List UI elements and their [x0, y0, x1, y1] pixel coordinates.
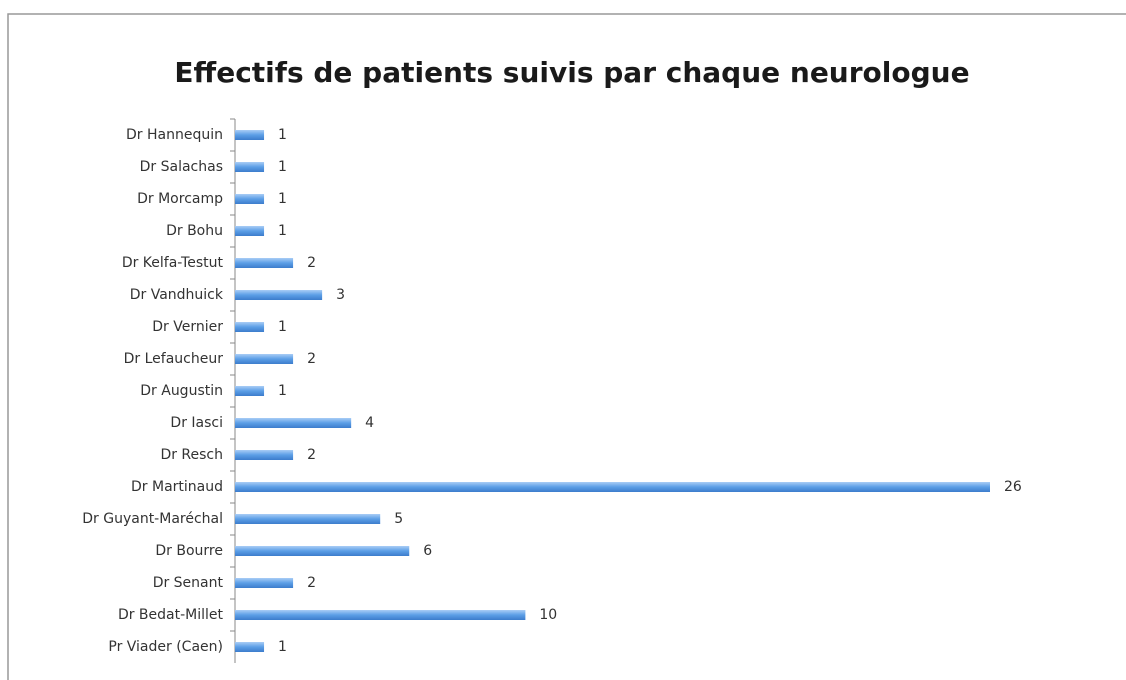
data-label: 1 — [278, 383, 287, 399]
data-label: 1 — [278, 223, 287, 239]
bar — [235, 546, 410, 556]
y-tick-label: Dr Hannequin — [126, 127, 223, 143]
data-label: 1 — [278, 127, 287, 143]
data-label: 10 — [539, 607, 557, 623]
bar — [235, 418, 352, 428]
bar — [235, 130, 265, 140]
y-tick-label: Dr Lefaucheur — [124, 351, 224, 367]
y-tick-label: Dr Iasci — [170, 415, 223, 431]
y-tick-label: Dr Vandhuick — [130, 287, 224, 303]
y-tick-label: Pr Viader (Caen) — [108, 639, 223, 655]
y-tick-label: Dr Kelfa-Testut — [122, 255, 224, 271]
chart-title: Effectifs de patients suivis par chaque … — [174, 56, 969, 89]
y-tick-label: Dr Martinaud — [131, 479, 223, 495]
data-label: 2 — [307, 351, 316, 367]
y-tick-label: Dr Salachas — [140, 159, 223, 175]
bar — [235, 322, 265, 332]
y-tick-label: Dr Senant — [153, 575, 224, 591]
data-label: 6 — [423, 543, 432, 559]
bar — [235, 258, 294, 268]
bar — [235, 610, 526, 620]
data-label: 2 — [307, 255, 316, 271]
y-tick-label: Dr Bedat-Millet — [118, 607, 224, 623]
bar — [235, 482, 990, 492]
data-label: 5 — [394, 511, 403, 527]
y-tick-label: Dr Morcamp — [137, 191, 223, 207]
y-tick-label: Dr Guyant-Maréchal — [82, 511, 223, 527]
bar — [235, 226, 265, 236]
bar — [235, 386, 265, 396]
bar — [235, 642, 265, 652]
data-label: 1 — [278, 639, 287, 655]
data-label: 4 — [365, 415, 374, 431]
y-tick-label: Dr Resch — [160, 447, 223, 463]
y-tick-label: Dr Augustin — [140, 383, 223, 399]
y-tick-label: Dr Vernier — [152, 319, 223, 335]
bar — [235, 354, 294, 364]
y-tick-label: Dr Bourre — [155, 543, 223, 559]
bar — [235, 450, 294, 460]
data-label: 3 — [336, 287, 345, 303]
data-label: 1 — [278, 191, 287, 207]
data-label: 2 — [307, 447, 316, 463]
bar — [235, 162, 265, 172]
bar — [235, 194, 265, 204]
bar — [235, 290, 323, 300]
y-tick-label: Dr Bohu — [166, 223, 223, 239]
bar — [235, 578, 294, 588]
data-label: 1 — [278, 159, 287, 175]
data-label: 1 — [278, 319, 287, 335]
chart-frame — [7, 13, 1126, 680]
data-label: 26 — [1004, 479, 1022, 495]
bar — [235, 514, 381, 524]
data-label: 2 — [307, 575, 316, 591]
